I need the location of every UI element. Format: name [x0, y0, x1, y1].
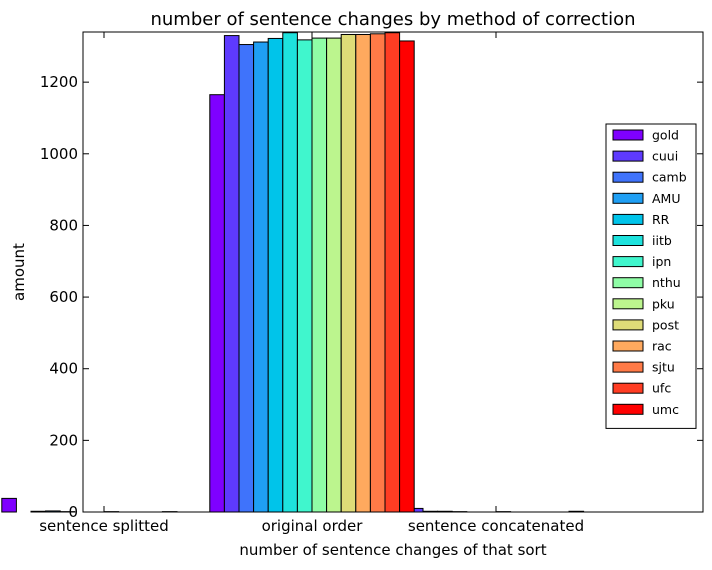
- legend-label-gold: gold: [652, 128, 679, 143]
- bars-group: [1, 32, 585, 513]
- x-tick-label: sentence splitted: [39, 517, 169, 535]
- legend-swatch-gold: [612, 129, 644, 141]
- legend-label-rac: rac: [652, 339, 672, 354]
- legend-swatch-cuui: [612, 150, 644, 162]
- legend-label-AMU: AMU: [652, 191, 681, 206]
- legend-swatch-rac: [612, 340, 644, 352]
- legend-label-RR: RR: [652, 212, 670, 227]
- legend-label-sjtu: sjtu: [652, 360, 675, 375]
- y-tick-label: 600: [49, 288, 78, 306]
- bar-rac-1: [355, 34, 371, 513]
- bar-sjtu-1: [369, 33, 386, 513]
- legend-label-nthu: nthu: [652, 275, 681, 290]
- bar-AMU-1: [253, 41, 269, 513]
- legend-label-cuui: cuui: [652, 149, 678, 164]
- x-axis-title: number of sentence changes of that sort: [239, 541, 546, 559]
- y-axis-title: amount: [10, 243, 28, 301]
- legend-swatch-AMU: [612, 192, 644, 204]
- bar-umc-1: [399, 40, 415, 513]
- legend-label-post: post: [652, 317, 679, 332]
- y-tick-label: 800: [49, 216, 78, 234]
- legend-swatch-umc: [612, 403, 644, 415]
- legend-swatch-camb: [612, 171, 644, 183]
- legend-label-umc: umc: [652, 402, 679, 417]
- bar-pku-1: [326, 37, 342, 513]
- legend-swatch-RR: [612, 213, 644, 225]
- bar-nthu-1: [311, 37, 328, 513]
- legend-swatch-nthu: [612, 277, 644, 289]
- legend-swatch-iitb: [612, 235, 644, 246]
- axes-group: 0 200 400 600 800 1000 1200 sentence splitted or…: [39, 32, 703, 535]
- bar-RR-1: [267, 37, 284, 513]
- legend: gold cuui camb AMU RR iitb ipn nthu pku post rac sj…: [605, 123, 697, 429]
- legend-swatch-ipn: [612, 256, 644, 268]
- y-tick-label: 1200: [40, 73, 78, 91]
- legend-swatch-pku: [612, 298, 644, 310]
- plot-frame: [82, 31, 704, 513]
- legend-swatch-post: [612, 319, 644, 331]
- bar-cuui-1: [223, 35, 240, 513]
- legend-swatch-ufc: [612, 382, 644, 394]
- bar-post-1: [340, 34, 357, 513]
- bar-ipn-1: [296, 39, 313, 513]
- bar-gold-1: [209, 94, 225, 513]
- bar-iitb-1: [282, 32, 298, 513]
- bar-AMU-0: [45, 510, 61, 513]
- bar-camb-0: [30, 510, 47, 513]
- legend-label-camb: camb: [652, 170, 687, 185]
- x-tick-label: sentence concatenated: [408, 517, 584, 535]
- legend-swatch-sjtu: [612, 361, 644, 373]
- legend-label-ipn: ipn: [652, 254, 671, 269]
- y-tick-label: 200: [49, 431, 78, 449]
- legend-label-iitb: iitb: [652, 233, 672, 248]
- y-tick-label: 400: [49, 360, 78, 378]
- bar-gold-0: [1, 497, 17, 513]
- y-tick-label: 0: [68, 503, 78, 521]
- bar-camb-1: [238, 44, 255, 513]
- y-tick-label: 1000: [40, 145, 78, 163]
- legend-label-pku: pku: [652, 296, 675, 311]
- legend-label-ufc: ufc: [652, 381, 671, 396]
- bar-ufc-1: [384, 32, 401, 513]
- x-tick-label: original order: [262, 517, 364, 535]
- chart-title: number of sentence changes by method of …: [150, 9, 635, 30]
